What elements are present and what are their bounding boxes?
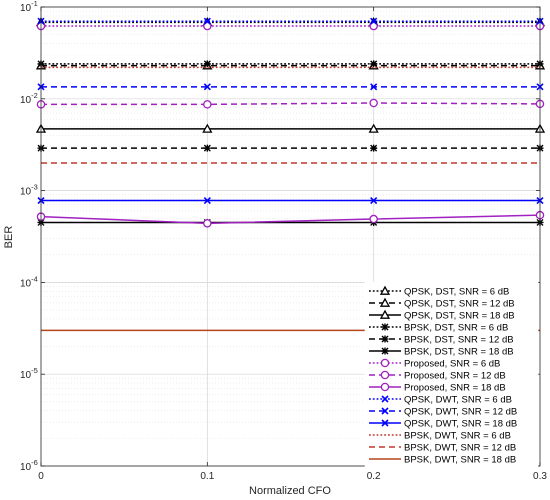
legend-label: BPSK, DST, SNR = 6 dB <box>404 322 508 333</box>
x-marker-stroke <box>203 17 211 25</box>
y-tick-label: 10-3 <box>20 183 38 198</box>
legend-entry: QPSK, DWT, SNR = 6 dB <box>369 394 512 405</box>
legend-entry: BPSK, DST, SNR = 6 dB <box>369 322 508 333</box>
x-marker <box>381 407 389 415</box>
x-marker-stroke <box>381 395 389 403</box>
x-marker <box>370 17 378 25</box>
legend-label: QPSK, DWT, SNR = 18 dB <box>404 418 517 429</box>
star-marker <box>203 60 211 68</box>
legend-entry: Proposed, SNR = 12 dB <box>369 370 506 381</box>
star-marker <box>381 335 389 343</box>
star-marker <box>381 347 389 355</box>
x-marker <box>370 196 378 205</box>
series-12 <box>37 196 544 205</box>
legend-label: Proposed, SNR = 6 dB <box>404 358 500 369</box>
triangle-marker <box>368 123 379 133</box>
circle-marker <box>380 382 390 392</box>
legend-entry: BPSK, DWT, SNR = 18 dB <box>369 454 516 465</box>
circle-marker <box>369 21 378 31</box>
star-marker <box>381 323 389 331</box>
series-10 <box>37 17 544 25</box>
triangle-marker <box>379 309 391 319</box>
triangle-marker <box>379 285 391 295</box>
legend-entry: QPSK, DST, SNR = 18 dB <box>369 309 515 321</box>
x-marker <box>203 83 211 91</box>
y-tick-label: 10-1 <box>20 0 38 14</box>
legend-label: QPSK, DWT, SNR = 12 dB <box>404 406 517 417</box>
legend-label: QPSK, DST, SNR = 12 dB <box>404 298 515 309</box>
circle-marker <box>369 98 378 108</box>
x-tick-label: 0.2 <box>367 471 381 482</box>
x-marker <box>370 83 378 91</box>
legend-label: Proposed, SNR = 12 dB <box>404 370 506 381</box>
y-tick-label: 10-4 <box>20 274 38 289</box>
x-marker <box>381 419 389 427</box>
legend-label: Proposed, SNR = 18 dB <box>404 382 506 393</box>
legend-entry: QPSK, DST, SNR = 12 dB <box>369 297 515 309</box>
legend-entry: BPSK, DWT, SNR = 6 dB <box>369 430 511 441</box>
x-marker-stroke <box>381 419 389 427</box>
series-line <box>40 214 541 225</box>
y-tick-label: 10-2 <box>20 91 38 106</box>
x-marker <box>203 196 211 205</box>
legend-label: BPSK, DST, SNR = 12 dB <box>404 334 514 345</box>
legend-entry: BPSK, DST, SNR = 18 dB <box>369 346 514 357</box>
star-marker <box>370 60 378 68</box>
circle-marker <box>380 370 390 380</box>
star-marker <box>370 144 378 152</box>
legend-label: QPSK, DST, SNR = 18 dB <box>404 310 515 321</box>
legend-entry: QPSK, DST, SNR = 6 dB <box>369 285 509 297</box>
y-tick-label: 10-6 <box>20 458 38 473</box>
x-marker-stroke <box>381 407 389 415</box>
x-tick-label: 0.3 <box>533 471 547 482</box>
circle-marker <box>380 358 390 368</box>
x-marker-stroke <box>203 196 211 205</box>
y-axis-label: BER <box>3 226 15 249</box>
x-marker <box>203 17 211 25</box>
triangle-marker <box>379 297 391 307</box>
legend-label: QPSK, DWT, SNR = 6 dB <box>404 394 512 405</box>
legend-entry: Proposed, SNR = 18 dB <box>369 382 506 393</box>
x-marker-stroke <box>370 17 378 25</box>
circle-marker <box>203 100 212 109</box>
plot-frame <box>40 6 541 467</box>
circle-marker <box>369 214 378 224</box>
x-tick-label: 0 <box>38 471 44 482</box>
y-tick-label: 10-5 <box>20 366 38 381</box>
legend-entry: BPSK, DWT, SNR = 12 dB <box>369 442 516 453</box>
series-line <box>41 102 541 106</box>
series-9 <box>36 210 545 228</box>
x-tick-label: 0.1 <box>200 471 214 482</box>
legend-entry: Proposed, SNR = 6 dB <box>369 358 500 369</box>
x-marker-stroke <box>203 83 211 91</box>
legend-entry: BPSK, DST, SNR = 12 dB <box>369 334 514 345</box>
series-group <box>35 17 546 332</box>
series-5 <box>37 144 544 152</box>
circle-marker <box>203 219 212 228</box>
triangle-marker <box>202 123 213 133</box>
legend-label: BPSK, DWT, SNR = 18 dB <box>404 454 516 465</box>
legend-entry: QPSK, DWT, SNR = 12 dB <box>369 406 517 417</box>
legend-label: QPSK, DST, SNR = 6 dB <box>404 286 509 297</box>
circle-marker <box>203 21 212 31</box>
x-marker <box>381 395 389 403</box>
x-axis-label: Normalized CFO <box>249 485 331 497</box>
x-marker-stroke <box>370 196 378 205</box>
legend-label: BPSK, DWT, SNR = 6 dB <box>404 430 511 441</box>
star-marker <box>203 144 211 152</box>
legend-label: BPSK, DWT, SNR = 12 dB <box>404 442 516 453</box>
x-marker-stroke <box>370 83 378 91</box>
legend-label: BPSK, DST, SNR = 18 dB <box>404 346 514 357</box>
legend-entry: QPSK, DWT, SNR = 18 dB <box>369 418 517 429</box>
